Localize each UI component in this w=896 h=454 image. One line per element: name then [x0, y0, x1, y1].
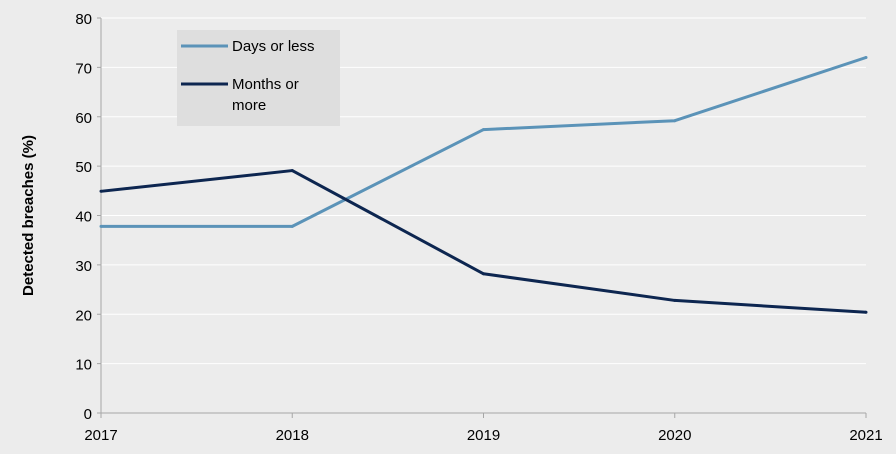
data-point: [99, 189, 103, 193]
data-point: [290, 169, 294, 173]
data-point: [482, 272, 485, 276]
data-point: [673, 119, 677, 123]
y-tick-label: 60: [75, 110, 92, 127]
y-tick-label: 70: [75, 60, 92, 77]
y-tick-label: 20: [75, 307, 92, 324]
y-axis-label: Detected breaches (%): [20, 135, 37, 296]
data-point: [482, 128, 485, 132]
y-tick-label: 30: [75, 258, 92, 275]
legend-label: Months or: [232, 76, 299, 93]
legend: Days or less Months or more: [177, 30, 340, 126]
y-tick-label: 40: [75, 209, 92, 226]
y-tick-label: 50: [75, 159, 92, 176]
data-point: [864, 56, 868, 59]
legend-label: more: [232, 97, 266, 114]
y-tick-label: 0: [84, 406, 92, 423]
data-point: [864, 310, 868, 314]
x-tick-label: 2018: [276, 427, 309, 444]
legend-label: Days or less: [232, 38, 315, 55]
data-point: [290, 224, 294, 228]
x-tick-label: 2021: [849, 427, 882, 444]
axes: [97, 17, 867, 418]
x-tick-label: 2020: [658, 427, 691, 444]
x-tick-label: 2017: [84, 427, 117, 444]
tick-labels: 0 10 20 30 40 50 60 70 80 2017 2018 2019 2020 2021: [75, 11, 882, 444]
series-line-months-or-more: [100, 169, 867, 314]
y-tick-label: 80: [75, 11, 92, 28]
data-point: [673, 298, 677, 302]
y-tick-label: 10: [75, 357, 92, 374]
data-point: [99, 224, 103, 228]
series-lines: [99, 56, 868, 314]
x-tick-label: 2019: [467, 427, 500, 444]
